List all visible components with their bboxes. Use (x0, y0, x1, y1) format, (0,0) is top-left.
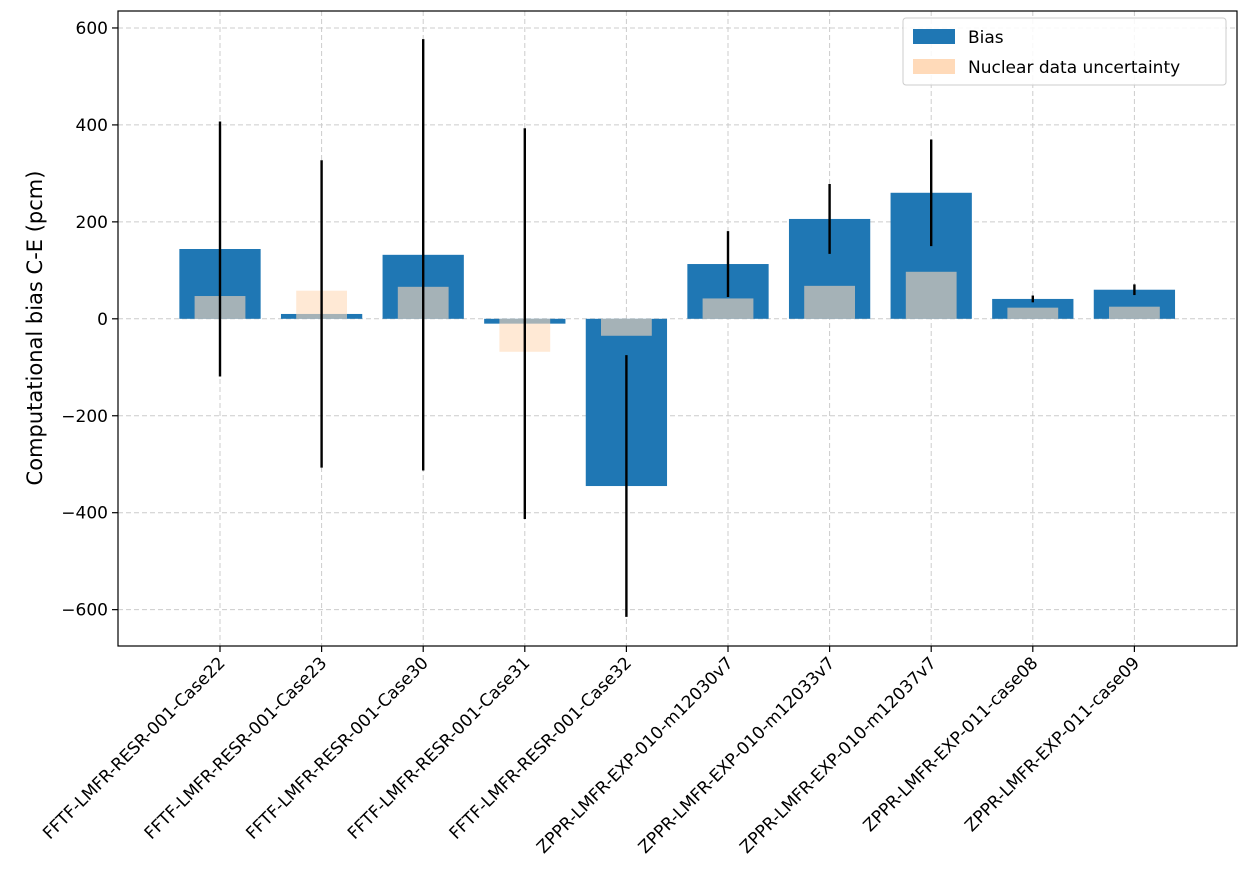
nuclear-data-uncertainty-bar (702, 298, 754, 319)
y-tick-label: 0 (97, 310, 108, 330)
x-tick-label: ZPPR-LMFR-EXP-010-m12033v7 (635, 653, 839, 857)
nuclear-data-uncertainty-bar (905, 271, 957, 319)
x-tick-label: FFTF-LMFR-RESR-001-Case22 (39, 653, 229, 843)
y-tick-label: 400 (76, 116, 108, 136)
legend-swatch-bias (913, 29, 955, 44)
y-tick-label: 200 (76, 213, 108, 233)
grid-lines (118, 11, 1237, 646)
y-tick-label: 600 (76, 19, 108, 39)
bars (179, 192, 1176, 487)
nuclear-data-uncertainty-bar (1007, 307, 1059, 319)
legend-box (902, 17, 1227, 86)
x-tick-label: FFTF-LMFR-RESR-001-Case30 (242, 653, 432, 843)
x-tick-label: ZPPR-LMFR-EXP-010-m12037v7 (736, 653, 940, 857)
x-tick-label: ZPPR-LMFR-EXP-011-case08 (860, 653, 1043, 836)
y-tick-label: −400 (61, 504, 108, 524)
nuclear-data-uncertainty-bar (601, 318, 652, 336)
legend-label-bias: Bias (968, 28, 1004, 48)
y-tick-label: −600 (61, 601, 108, 621)
x-tick-label: FFTF-LMFR-RESR-001-Case32 (446, 653, 636, 843)
x-tick-label: FFTF-LMFR-RESR-001-Case23 (141, 653, 331, 843)
nuclear-data-uncertainty-bar (1109, 306, 1160, 319)
nuclear-data-uncertainty-bar (804, 285, 855, 319)
x-tick-label: ZPPR-LMFR-EXP-010-m12030v7 (533, 653, 737, 857)
error-bars (218, 39, 1136, 617)
plot-frame (117, 10, 1238, 647)
legend-swatch-nuclear-data-uncertainty (913, 59, 955, 74)
x-tick-label: FFTF-LMFR-RESR-001-Case31 (344, 653, 534, 843)
y-axis-title: Computational bias C-E (pcm) (23, 171, 47, 486)
legend-label-nuclear-data-uncertainty: Nuclear data uncertainty (968, 58, 1180, 78)
x-axis-ticks: FFTF-LMFR-RESR-001-Case22FFTF-LMFR-RESR-… (39, 646, 1144, 858)
y-axis-ticks: −600 −400 −200 0 200 400 600 (61, 19, 118, 621)
legend: Bias Nuclear data uncertainty (902, 17, 1227, 86)
x-tick-label: ZPPR-LMFR-EXP-011-case09 (961, 653, 1144, 836)
y-tick-label: −200 (61, 407, 108, 427)
